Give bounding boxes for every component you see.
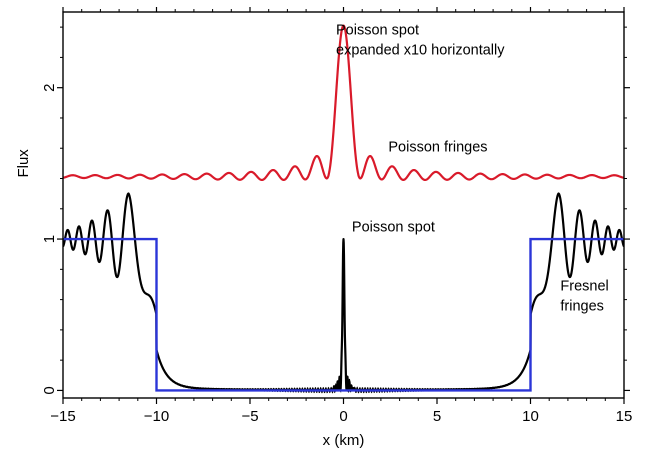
geometric-shadow-step	[63, 237, 624, 392]
axis-ticks: −15 −10 −5 0 5 10 15 0 1 2	[41, 7, 632, 425]
annotation-1: Poisson spot expanded x10 horizontally	[336, 23, 505, 59]
annotation-line: Poisson spot	[352, 219, 435, 235]
x-axis-label: x (km)	[323, 432, 365, 449]
x-tick-label: −10	[144, 408, 169, 425]
annotation-line: Poisson spot	[336, 23, 419, 39]
annotation-4: Fresnel fringes	[560, 279, 608, 315]
annotation-line: Fresnel	[560, 279, 608, 295]
annotation-line: fringes	[560, 299, 604, 315]
x-tick-label: 0	[339, 408, 347, 425]
x-tick-label: −5	[241, 408, 258, 425]
x-tick-label: 5	[433, 408, 441, 425]
frame-border	[62, 11, 625, 399]
annotation-2: Poisson fringes	[388, 139, 487, 155]
diffraction-fine-fringes	[163, 238, 524, 394]
plot-area	[63, 24, 624, 394]
y-tick-label: 0	[41, 386, 58, 394]
annotation-3: Poisson spot	[352, 219, 435, 235]
plot-frame	[62, 11, 625, 399]
annotations: Poisson spot expanded x10 horizontallyPoi…	[336, 23, 609, 315]
annotation-line: expanded x10 horizontally	[336, 43, 505, 59]
x-tick-label: 15	[616, 408, 633, 425]
x-tick-label: −15	[50, 408, 75, 425]
x-tick-label: 10	[522, 408, 539, 425]
poisson-zoom-curve	[63, 24, 624, 182]
y-tick-label: 2	[41, 84, 58, 92]
y-axis-label: Flux	[15, 149, 32, 178]
y-tick-label: 1	[41, 235, 58, 243]
diffraction-curve	[63, 192, 624, 392]
annotation-line: Poisson fringes	[388, 139, 487, 155]
